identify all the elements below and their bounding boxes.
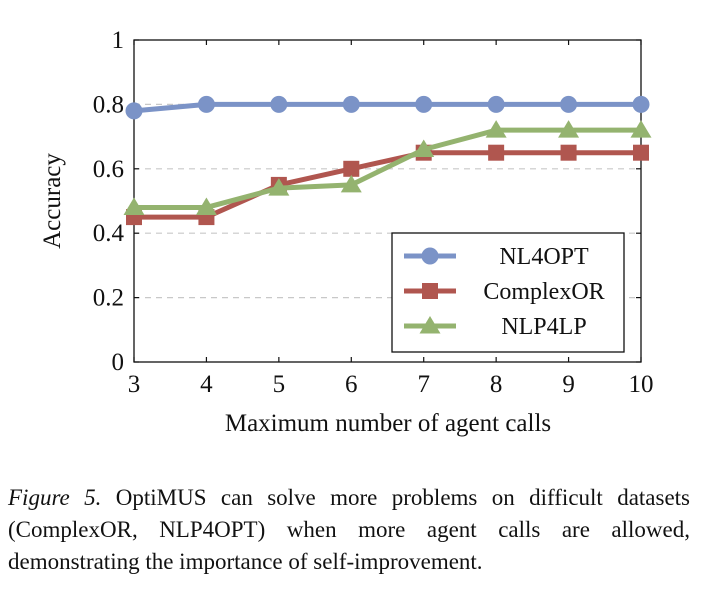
x-tick-label: 8	[490, 371, 503, 398]
y-tick-label: 1	[112, 27, 125, 54]
data-point-nlp4lp	[268, 178, 290, 196]
legend-marker-complexor	[422, 283, 438, 299]
data-point-nl4opt	[270, 95, 288, 113]
data-point-nlp4lp	[195, 197, 217, 215]
y-tick-label: 0.6	[93, 156, 124, 183]
legend-marker-nl4opt	[421, 247, 439, 265]
legend-marker-nlp4lp	[419, 316, 441, 334]
data-point-nl4opt	[560, 95, 578, 113]
data-point-complexor	[633, 144, 649, 161]
series-nlp4lp	[123, 120, 652, 215]
x-tick-label: 3	[128, 371, 141, 398]
data-point-nl4opt	[125, 102, 143, 120]
y-axis-label: Accuracy	[39, 153, 66, 249]
x-tick-label: 6	[345, 371, 358, 398]
data-series	[123, 95, 652, 226]
legend-label-nl4opt: NL4OPT	[499, 244, 589, 270]
data-point-nl4opt	[342, 95, 360, 113]
data-point-nlp4lp	[123, 197, 145, 215]
series-nl4opt	[125, 95, 650, 120]
legend-label-nlp4lp: NLP4LP	[501, 314, 586, 340]
y-tick-label: 0.2	[93, 285, 124, 312]
x-axis-label: Maximum number of agent calls	[225, 410, 551, 437]
x-tick-label: 10	[629, 371, 654, 398]
y-tick-label: 0	[112, 349, 125, 376]
data-point-nlp4lp	[558, 120, 580, 138]
tick-labels: 0 0.2 0.4 0.6 0.8 1 3 4 5 6 7 8 9 10	[93, 27, 654, 398]
data-point-nlp4lp	[630, 120, 652, 138]
accuracy-chart: 0 0.2 0.4 0.6 0.8 1 3 4 5 6 7 8 9 10 Maximum number o…	[39, 27, 654, 437]
legend-label-complexor: ComplexOR	[483, 279, 604, 305]
series-line-complexor	[134, 150, 641, 220]
figure-caption: Figure 5. OptiMUS can solve more problem…	[8, 482, 690, 578]
series-line-nlp4lp	[134, 127, 641, 210]
caption-text: OptiMUS can solve more problems on diffi…	[8, 485, 691, 574]
data-point-nl4opt	[197, 95, 215, 113]
data-point-complexor	[343, 160, 360, 177]
caption-lead: Figure 5.	[8, 485, 102, 510]
legend: NL4OPT ComplexOR NLP4LP	[391, 232, 625, 353]
x-tick-label: 5	[273, 371, 286, 398]
y-tick-label: 0.4	[93, 220, 125, 247]
data-point-nlp4lp	[413, 139, 435, 157]
data-point-nlp4lp	[485, 120, 507, 138]
data-point-nl4opt	[415, 95, 433, 113]
x-tick-label: 4	[200, 371, 213, 398]
data-point-nl4opt	[632, 95, 650, 113]
y-tick-label: 0.8	[93, 91, 124, 118]
x-tick-label: 9	[562, 371, 575, 398]
data-point-nlp4lp	[340, 174, 362, 193]
data-point-complexor	[560, 144, 577, 161]
data-point-nl4opt	[487, 95, 505, 113]
data-point-complexor	[488, 144, 505, 161]
series-line-nl4opt	[133, 101, 641, 114]
x-tick-label: 7	[417, 371, 430, 398]
